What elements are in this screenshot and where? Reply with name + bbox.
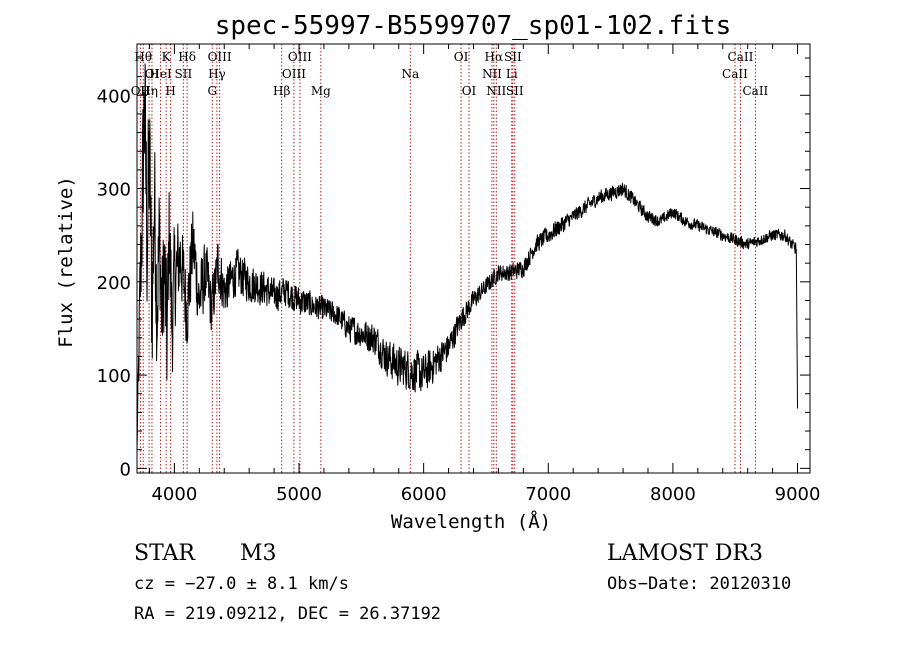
line-marker-label: CaII	[742, 84, 768, 98]
x-tick-label: 9000	[775, 484, 821, 505]
y-tick-label: 100	[97, 366, 131, 387]
line-marker-label: Hθ	[134, 50, 152, 64]
axis-ticks	[137, 44, 810, 473]
line-marker-label: SII	[506, 84, 524, 98]
x-tick-label: 7000	[525, 484, 571, 505]
y-tick-label: 0	[120, 459, 131, 480]
object-class: STAR	[134, 541, 196, 566]
line-marker-label: OI	[462, 84, 477, 98]
line-marker-label: SII	[175, 67, 193, 81]
line-marker-label: Hη	[140, 84, 158, 98]
y-tick-label: 300	[97, 180, 131, 201]
line-marker-label: Hγ	[208, 67, 226, 81]
line-marker-label: Mg	[311, 84, 331, 98]
line-marker-label: G	[207, 84, 217, 98]
line-marker-label: OIII	[288, 50, 312, 64]
line-marker-label: OI	[145, 67, 160, 81]
series-layer	[136, 63, 798, 450]
line-marker-label: Na	[401, 67, 419, 81]
line-marker-label: NII	[482, 67, 502, 81]
redshift-velocity: cz = −27.0 ± 8.1 km/s	[134, 574, 349, 594]
object-subclass: M3	[240, 541, 277, 566]
line-marker-label: SII	[504, 50, 522, 64]
chart-title: spec-55997-B5599707_sp01-102.fits	[215, 11, 732, 41]
line-marker-label: HeI	[149, 67, 172, 81]
line-marker-label: K	[162, 50, 172, 64]
line-marker-label: H	[165, 84, 175, 98]
y-tick-label: 200	[97, 273, 131, 294]
spectral-line-markers	[139, 44, 756, 473]
ra-dec-coordinates: RA = 219.09212, DEC = 26.37192	[134, 604, 441, 624]
x-tick-label: 4000	[151, 484, 197, 505]
x-axis-label: Wavelength (Å)	[391, 510, 551, 533]
line-marker-label: OIII	[282, 67, 306, 81]
y-tick-label: 400	[97, 86, 131, 107]
survey-name: LAMOST DR3	[607, 541, 763, 566]
line-marker-label: NII	[486, 84, 506, 98]
line-marker-label: Hα	[485, 50, 504, 64]
axis-tick-labels: 4000 5000 6000 7000 8000 9000 0 100 200 300 400	[97, 86, 821, 505]
y-axis-label: Flux (relative)	[55, 176, 77, 348]
line-marker-label: OIII	[208, 50, 232, 64]
spectrum-series-line	[136, 63, 798, 450]
spectral-line-labels: OIIHθHηOIHeIKHSIIHδGHγOIIIHβOIIIOIIIMgNa…	[131, 50, 769, 98]
x-tick-label: 5000	[276, 484, 322, 505]
x-tick-label: 8000	[650, 484, 696, 505]
line-marker-label: Hδ	[178, 50, 196, 64]
observation-date: Obs−Date: 20120310	[607, 574, 791, 594]
x-tick-label: 6000	[401, 484, 447, 505]
line-marker-label: CaII	[728, 50, 754, 64]
line-marker-label: Hβ	[273, 84, 290, 98]
line-marker-label: Li	[506, 67, 518, 81]
line-marker-label: OI	[454, 50, 469, 64]
line-marker-label: CaII	[722, 67, 748, 81]
